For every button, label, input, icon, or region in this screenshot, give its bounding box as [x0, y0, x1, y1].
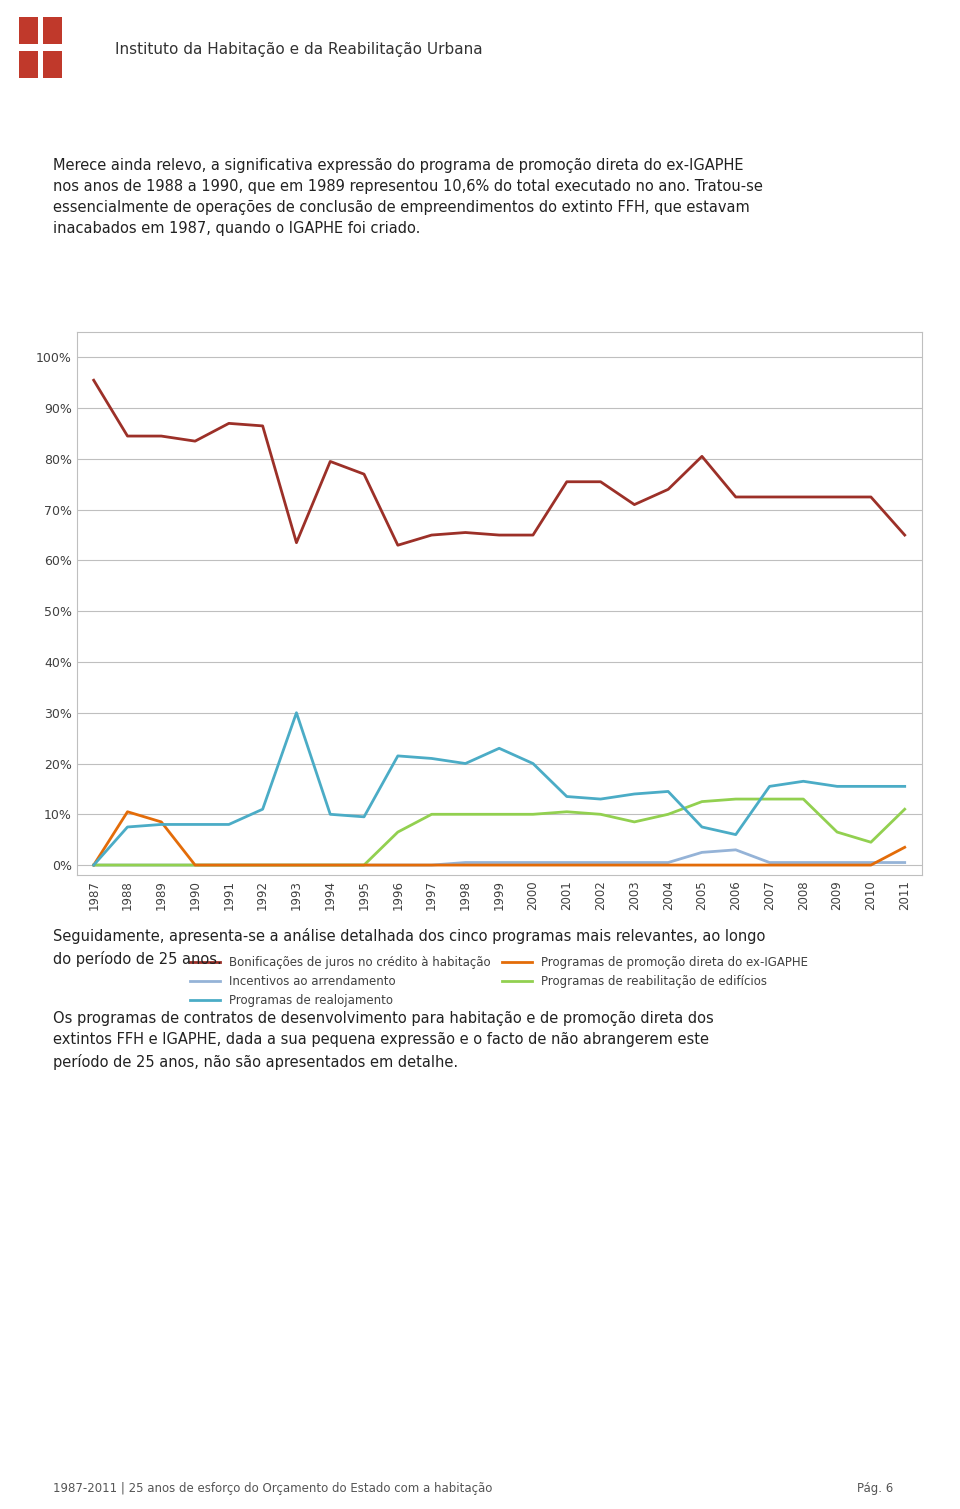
Text: 1987-2011 | 25 anos de esforço do Orçamento do Estado com a habitação: 1987-2011 | 25 anos de esforço do Orçame… [53, 1482, 492, 1495]
Bar [19, 17, 38, 44]
Text: Pág. 6: Pág. 6 [856, 1482, 893, 1495]
Text: Os programas de contratos de desenvolvimento para habitação e de promoção direta: Os programas de contratos de desenvolvim… [53, 1011, 713, 1070]
Bar [43, 17, 62, 44]
Legend: Bonificações de juros no crédito à habitação, Incentivos ao arrendamento, Progra: Bonificações de juros no crédito à habit… [185, 952, 813, 1013]
Text: Merece ainda relevo, a significativa expressão do programa de promoção direta do: Merece ainda relevo, a significativa exp… [53, 158, 762, 237]
Text: Instituto da Habitação e da Reabilitação Urbana: Instituto da Habitação e da Reabilitação… [115, 42, 483, 56]
Bar [43, 51, 62, 78]
Bar [19, 51, 38, 78]
Text: Seguidamente, apresenta-se a análise detalhada dos cinco programas mais relevant: Seguidamente, apresenta-se a análise det… [53, 928, 765, 967]
